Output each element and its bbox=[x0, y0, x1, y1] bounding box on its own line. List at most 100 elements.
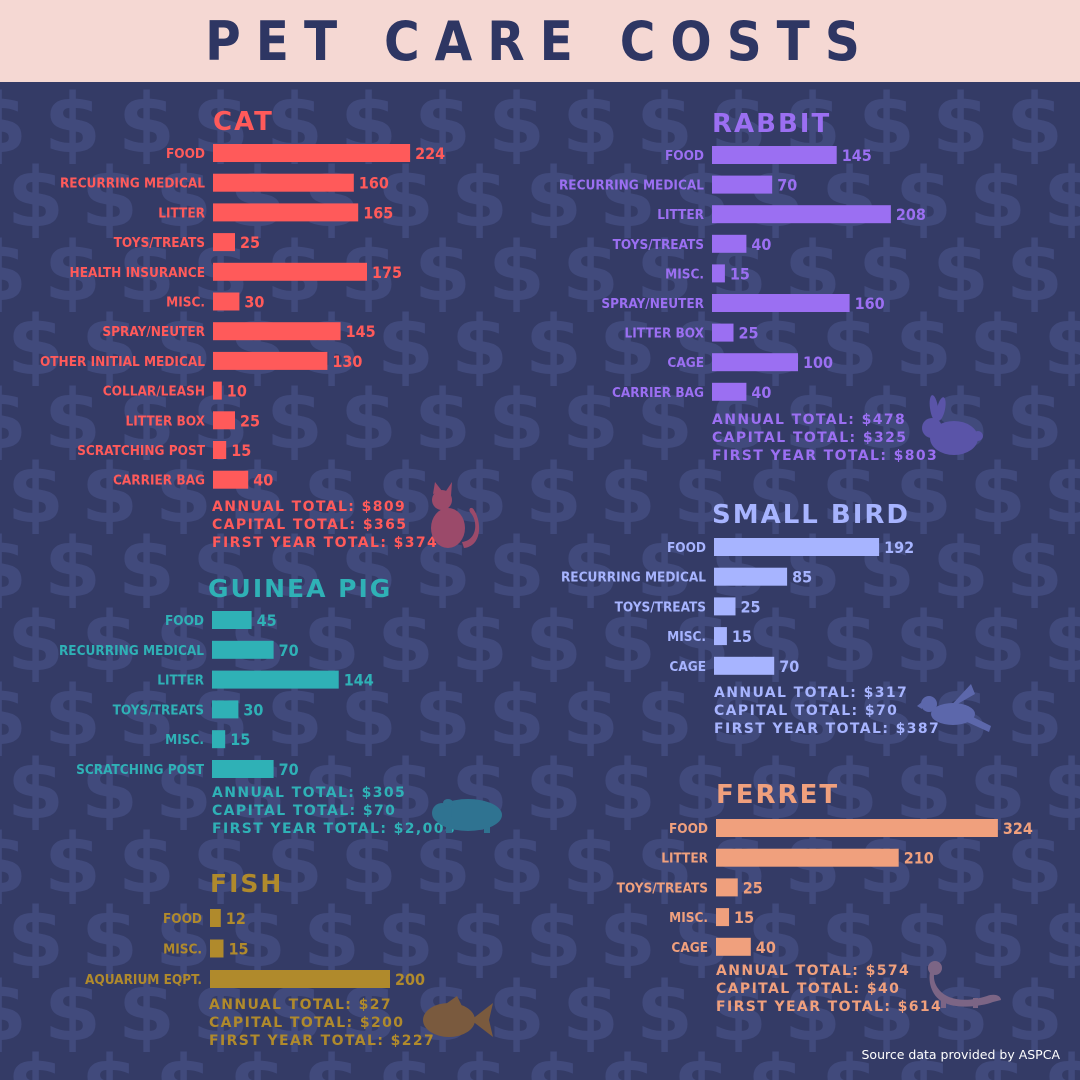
category-label: MISC. bbox=[165, 732, 204, 748]
dollar-sign-icon: $ bbox=[1043, 891, 1080, 986]
dollar-sign-icon: $ bbox=[1006, 225, 1063, 320]
dollar-sign-icon: $ bbox=[895, 1039, 952, 1080]
category-label: LITTER BOX bbox=[126, 413, 206, 429]
bar bbox=[212, 700, 239, 719]
value-label: 12 bbox=[226, 909, 246, 928]
total-line: FIRST YEAR TOTAL: $803 bbox=[712, 448, 938, 464]
dollar-sign-icon: $ bbox=[1006, 817, 1063, 912]
bar bbox=[213, 322, 341, 341]
total-line: FIRST YEAR TOTAL: $2,008 bbox=[212, 821, 456, 837]
dollar-sign-icon: $ bbox=[266, 521, 323, 616]
fish-icon bbox=[423, 996, 493, 1037]
dollar-sign-icon: $ bbox=[340, 817, 397, 912]
dollar-sign-icon: $ bbox=[303, 151, 360, 246]
dollar-sign-icon: $ bbox=[81, 743, 138, 838]
dollar-sign-icon: $ bbox=[969, 447, 1026, 542]
dollar-sign-icon: $ bbox=[1043, 1039, 1080, 1080]
bar bbox=[213, 262, 367, 281]
bar bbox=[212, 611, 252, 629]
value-label: 70 bbox=[779, 657, 799, 676]
total-line: FIRST YEAR TOTAL: $374 bbox=[212, 535, 438, 551]
value-label: 30 bbox=[243, 700, 263, 719]
page-title: PET CARE COSTS bbox=[205, 10, 875, 73]
dollar-sign-icon: $ bbox=[118, 669, 175, 764]
dollar-sign-icon: $ bbox=[895, 447, 952, 542]
chart-title: CAT bbox=[213, 107, 274, 137]
dollar-sign-icon: $ bbox=[525, 299, 582, 394]
dollar-sign-icon: $ bbox=[377, 595, 434, 690]
dollar-sign-icon: $ bbox=[525, 1039, 582, 1080]
dollar-sign-icon: $ bbox=[0, 82, 27, 172]
dollar-sign-pattern: $ $ $ $ $ $ $ $ $ $ $ $ $ $$ $ $ $ $ $ $ $ $ $ $ $ $ $ $$ $ $ $ $ $ $ $ $ $ $… bbox=[0, 82, 1080, 1080]
dollar-sign-icon: $ bbox=[488, 965, 545, 1060]
value-label: 175 bbox=[372, 263, 402, 282]
bar bbox=[213, 441, 227, 459]
dollar-sign-icon: $ bbox=[118, 965, 175, 1060]
dollar-sign-icon: $ bbox=[969, 595, 1026, 690]
dollar-sign-icon: $ bbox=[414, 373, 471, 468]
value-label: 25 bbox=[741, 597, 761, 616]
category-label: RECURRING MEDICAL bbox=[59, 643, 204, 659]
chart-fish: FISH FOOD 12 MISC. 15 AQUARIUM EQPT. 200ANNUAL… bbox=[85, 869, 493, 1049]
dollar-sign-icon: $ bbox=[858, 521, 915, 616]
category-label: HEALTH INSURANCE bbox=[70, 265, 205, 281]
dollar-sign-icon: $ bbox=[488, 521, 545, 616]
value-label: 40 bbox=[751, 383, 771, 402]
chart-ferret: FERRET FOOD 324 LITTER 210 TOYS/TREATS 25 MISC.… bbox=[617, 780, 1033, 1015]
dollar-sign-icon: $ bbox=[710, 965, 767, 1060]
dollar-sign-icon: $ bbox=[229, 447, 286, 542]
category-label: LITTER BOX bbox=[625, 326, 705, 342]
dollar-sign-icon: $ bbox=[1043, 595, 1080, 690]
category-label: LITTER bbox=[657, 207, 704, 223]
bar bbox=[213, 292, 240, 311]
dollar-sign-icon: $ bbox=[377, 151, 434, 246]
dollar-sign-icon: $ bbox=[488, 82, 545, 172]
dollar-sign-icon: $ bbox=[488, 225, 545, 320]
dollar-sign-icon: $ bbox=[562, 669, 619, 764]
dollar-sign-icon: $ bbox=[858, 82, 915, 172]
dollar-sign-icon: $ bbox=[636, 521, 693, 616]
dollar-sign-icon: $ bbox=[636, 82, 693, 172]
category-label: TOYS/TREATS bbox=[613, 237, 704, 253]
dollar-sign-icon: $ bbox=[377, 299, 434, 394]
bar bbox=[712, 264, 725, 283]
dollar-sign-icon: $ bbox=[377, 447, 434, 542]
category-label: CARRIER BAG bbox=[113, 473, 205, 489]
total-line: CAPITAL TOTAL: $325 bbox=[712, 430, 907, 446]
bar bbox=[212, 670, 339, 689]
category-label: TOYS/TREATS bbox=[617, 880, 708, 896]
dollar-sign-icon: $ bbox=[747, 447, 804, 542]
dollar-sign-icon: $ bbox=[747, 1039, 804, 1080]
value-label: 25 bbox=[240, 233, 260, 252]
dollar-sign-icon: $ bbox=[7, 151, 64, 246]
chart-small-bird: SMALL BIRD FOOD 192 RECURRING MEDICAL 85 TOYS… bbox=[561, 500, 991, 737]
total-line: ANNUAL TOTAL: $809 bbox=[212, 499, 406, 515]
value-label: 40 bbox=[751, 235, 771, 254]
total-line: FIRST YEAR TOTAL: $387 bbox=[714, 721, 940, 737]
bar bbox=[716, 878, 738, 897]
value-label: 165 bbox=[363, 203, 393, 222]
value-label: 144 bbox=[344, 671, 374, 690]
dollar-sign-icon: $ bbox=[821, 891, 878, 986]
dollar-sign-icon: $ bbox=[710, 669, 767, 764]
bar bbox=[714, 597, 736, 616]
category-label: CAGE bbox=[667, 355, 704, 371]
dollar-sign-icon: $ bbox=[303, 447, 360, 542]
dollar-sign-icon: $ bbox=[599, 299, 656, 394]
dollar-sign-icon: $ bbox=[414, 817, 471, 912]
bar bbox=[213, 203, 359, 222]
dollar-sign-icon: $ bbox=[340, 521, 397, 616]
dollar-sign-icon: $ bbox=[155, 299, 212, 394]
category-label: SCRATCHING POST bbox=[76, 762, 205, 778]
category-label: FOOD bbox=[667, 540, 706, 556]
dollar-sign-icon: $ bbox=[747, 891, 804, 986]
value-label: 210 bbox=[904, 849, 934, 868]
category-label: CAGE bbox=[669, 659, 706, 675]
value-label: 160 bbox=[855, 294, 885, 313]
dollar-sign-icon: $ bbox=[673, 151, 730, 246]
dollar-sign-icon: $ bbox=[7, 447, 64, 542]
category-label: RECURRING MEDICAL bbox=[60, 176, 205, 192]
dollar-sign-icon: $ bbox=[784, 669, 841, 764]
dollar-sign-icon: $ bbox=[1043, 743, 1080, 838]
